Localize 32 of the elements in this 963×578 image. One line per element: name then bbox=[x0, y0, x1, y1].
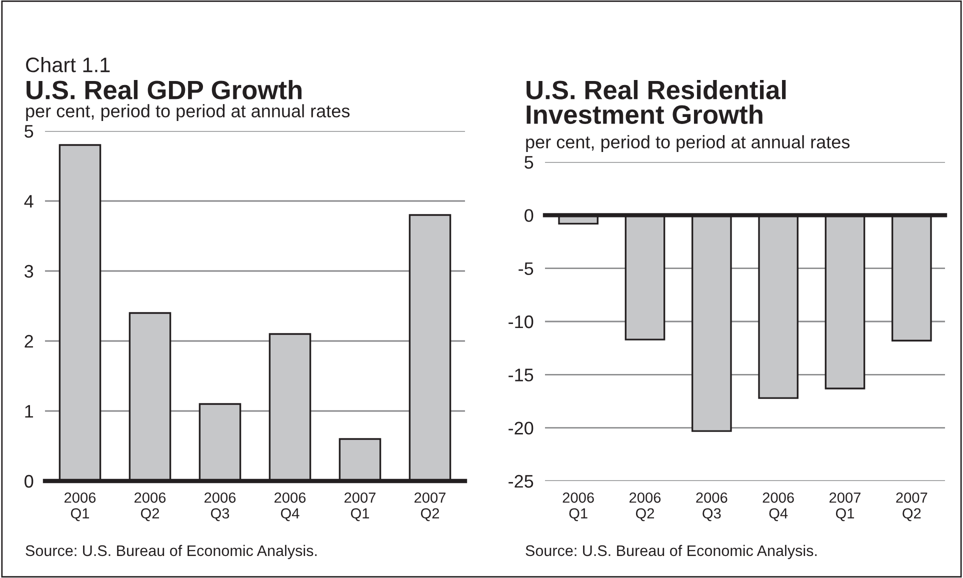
y-tick-label: -15 bbox=[508, 368, 534, 382]
y-tick-label: 2 bbox=[24, 334, 33, 348]
source-note: Source: U.S. Bureau of Economic Analysis. bbox=[526, 544, 817, 560]
x-tick-label: 2007 Q1 bbox=[344, 492, 376, 522]
y-tick-label: 0 bbox=[524, 209, 534, 222]
x-tick-label: 2006 Q1 bbox=[64, 492, 96, 522]
x-tick-label: 2006 Q3 bbox=[696, 492, 728, 522]
x-tick-label: 2006 Q2 bbox=[630, 492, 661, 522]
y-axis-title: per cent, period to period at annual rates bbox=[526, 135, 850, 152]
x-tick-label: 2006 Q3 bbox=[204, 492, 236, 522]
y-tick-label: 1 bbox=[25, 405, 34, 418]
y-tick-label: -5 bbox=[518, 262, 534, 276]
x-tick-label: 2006 Q4 bbox=[762, 492, 794, 522]
y-tick-label: 4 bbox=[24, 195, 34, 208]
y-tick-label: -20 bbox=[508, 422, 534, 435]
y-tick-label: 0 bbox=[24, 474, 34, 488]
caption: Chart 1.1 bbox=[26, 57, 110, 72]
x-tick-label: 2007 Q1 bbox=[830, 492, 860, 522]
y-tick-label: 5 bbox=[524, 156, 534, 169]
x-tick-label: 2006 Q1 bbox=[562, 492, 594, 522]
y-tick-label: -10 bbox=[508, 315, 534, 328]
chart-title: U.S. Real Residential Investment Growth bbox=[526, 80, 786, 124]
y-tick-label: 3 bbox=[24, 264, 34, 278]
x-tick-label: 2006 Q2 bbox=[134, 492, 166, 522]
x-tick-label: 2007 Q2 bbox=[896, 492, 928, 522]
chart-title: U.S. Real GDP Growth bbox=[26, 80, 302, 100]
x-tick-label: 2007 Q2 bbox=[414, 492, 446, 522]
x-tick-label: 2006 Q4 bbox=[274, 492, 306, 522]
source-note: Source: U.S. Bureau of Economic Analysis. bbox=[26, 544, 317, 560]
y-tick-label: 5 bbox=[24, 125, 34, 138]
y-tick-label: -25 bbox=[508, 474, 534, 488]
y-axis-title: per cent, period to period at annual rates bbox=[26, 104, 350, 121]
